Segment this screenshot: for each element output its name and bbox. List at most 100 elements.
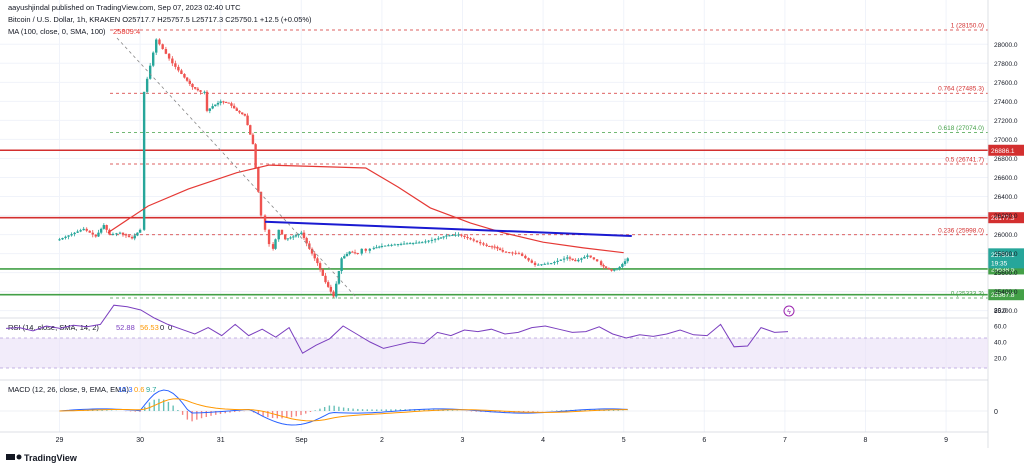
candle-body [214,104,217,107]
level-tag-label: 26886.1 [991,148,1015,155]
rsi-value-3: 0 [160,323,164,332]
candle-body [158,39,161,45]
candle-body [238,110,241,113]
time-tick-label: 29 [56,437,64,444]
candle-body [393,244,396,246]
candle-body [88,230,91,233]
macd-legend: MACD (12, 26, close, 9, EMA, EMA) [8,385,129,394]
rsi-tick: 20.0 [994,356,1007,363]
rsi-tick: 40.0 [994,340,1007,347]
price-tick-label: 26800.0 [994,156,1018,163]
time-tick-label: 4 [541,437,545,444]
level-tag-label: 25638.5 [991,266,1015,273]
candle-body [249,125,252,135]
candle-body [183,74,186,78]
price-tick-label: 26000.0 [994,232,1018,239]
candle-body [142,91,146,230]
candle-body [364,248,367,251]
candle-body [479,241,482,244]
candle-body [556,260,559,262]
candle-body [161,44,164,50]
candle-body [442,236,445,238]
fib-label: 0.618 (27074.0) [938,125,984,132]
candle-body [230,103,233,106]
candle-body [439,237,443,239]
candle-body [97,232,100,237]
tradingview-logo [6,454,22,460]
candle-body [191,83,194,88]
candle-body [424,241,427,243]
candle-body [559,259,563,261]
candle-body [196,88,200,91]
candle-body [82,228,85,231]
lightning-icon[interactable]: ϟ [783,305,795,317]
candle-body [460,234,463,236]
candle-body [411,242,415,244]
descending-trendline [264,220,632,237]
signal-line [59,398,628,422]
candle-body [571,258,574,260]
rsi-tick: 80.0 [994,308,1007,315]
candle-body [177,66,180,71]
rsi-value-2: 56.53 [140,323,159,332]
candle-body [133,235,136,239]
price-tick-label: 27600.0 [994,80,1018,87]
candle-body [390,244,393,246]
fib-label: 0.236 (25998.0) [938,227,984,234]
candle-body [205,91,209,111]
fib-label: 1 (28150.0) [951,23,984,30]
candle-body [316,258,319,264]
candle-body [259,191,263,216]
candle-body [454,234,457,236]
candle-body [568,257,572,259]
candle-body [232,105,236,109]
candle-body [67,235,70,237]
candle-body [463,235,466,237]
candle-body [167,53,171,59]
candle-body [546,263,550,265]
candle-body [599,261,603,266]
level-tag-label: 26177.3 [991,215,1015,222]
candle-body [294,235,298,237]
candle-body [348,251,351,254]
candle-body [199,90,202,92]
candle-body [451,235,454,237]
candle-body [286,238,290,240]
candle-body [321,269,324,276]
price-tick-label: 27400.0 [994,99,1018,106]
candle-body [414,242,418,244]
candle-body [626,258,629,262]
candle-body [61,238,64,240]
candle-body [351,251,354,253]
candle-body [337,271,341,284]
fib-diagonal [116,37,357,298]
candle-body [427,240,430,242]
candle-body [64,236,67,239]
candle-body [472,239,475,241]
macd-value-3: 9.7 [146,385,156,394]
chart-grid [0,0,988,432]
candle-body [292,236,295,238]
candle-body [297,233,300,236]
candle-body [511,252,514,254]
candle-body [216,102,220,105]
candle-body [543,263,546,265]
candle-body [79,230,82,232]
time-tick-label: 2 [380,437,384,444]
candle-body [145,78,149,92]
candle-body [85,228,88,231]
candle-body [537,264,540,266]
candle-body [111,233,115,235]
candle-body [310,248,314,254]
countdown: 19:35 [991,260,1008,267]
candle-body [130,236,134,239]
fib-label: 0.5 (26741.7) [945,156,984,163]
candle-body [148,65,152,79]
candle-body [136,232,139,236]
level-tag [988,289,1024,301]
rsi-value-4: 0 [168,323,172,332]
candle-body [530,260,534,263]
candle-body [496,246,499,249]
candle-body [335,283,338,297]
